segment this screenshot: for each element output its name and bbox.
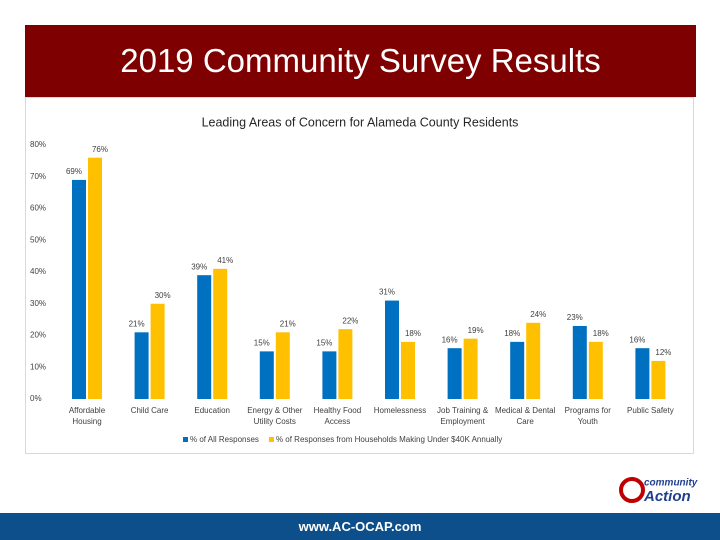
data-label: 21% (129, 319, 145, 328)
data-label: 69% (66, 167, 82, 176)
bar (322, 351, 337, 399)
logo: community Action (618, 470, 708, 510)
y-tick-label: 80% (30, 140, 46, 149)
chart-area (25, 97, 694, 454)
y-tick-label: 50% (30, 235, 46, 244)
bar (385, 300, 399, 399)
data-label: 39% (191, 262, 207, 271)
data-label: 76% (92, 145, 108, 154)
data-label: 21% (280, 319, 296, 328)
logo-swoosh (619, 477, 645, 503)
legend-label: % of All Responses (190, 435, 259, 444)
bar (651, 360, 666, 399)
footer-url: www.AC-OCAP.com (0, 513, 720, 540)
bar (72, 179, 86, 399)
logo-text: community (644, 478, 698, 489)
data-label: 15% (254, 338, 270, 347)
x-tick-label: Education (194, 406, 230, 415)
data-label: 19% (468, 326, 484, 335)
y-tick-label: 40% (30, 267, 46, 276)
bar (635, 348, 650, 399)
x-tick-label: Job Training & Employment (437, 406, 489, 426)
data-label: 41% (217, 256, 233, 265)
bar (88, 157, 102, 399)
bar (510, 341, 525, 399)
bar (150, 303, 165, 399)
bar (213, 268, 228, 399)
x-tick-label: Homelessness (373, 406, 427, 415)
y-tick-label: 10% (30, 362, 46, 371)
bar (338, 329, 353, 399)
bar (259, 351, 274, 399)
x-tick-label: Public Safety (627, 406, 674, 415)
y-tick-label: 20% (30, 331, 46, 340)
data-label: 15% (316, 338, 332, 347)
x-tick-label: Energy & Other Utility Costs (247, 406, 303, 426)
data-label: 16% (442, 335, 458, 344)
data-label: 18% (504, 329, 520, 338)
bar (197, 275, 212, 399)
bar (463, 338, 478, 399)
y-tick-label: 70% (30, 172, 46, 181)
data-label: 30% (155, 291, 171, 300)
x-tick-label: Healthy Food Access (313, 406, 362, 426)
bar (526, 322, 541, 399)
bar (572, 325, 587, 399)
data-label: 12% (655, 348, 671, 357)
data-label: 18% (405, 329, 421, 338)
data-label: 16% (629, 335, 645, 344)
legend-label: % of Responses from Households Making Un… (276, 435, 502, 444)
data-label: 22% (342, 316, 358, 325)
y-tick-label: 60% (30, 204, 46, 213)
data-label: 24% (530, 310, 546, 319)
x-tick-label: Affordable Housing (68, 406, 106, 426)
x-tick-label: Medical & Dental Care (494, 406, 556, 426)
bar (275, 332, 290, 399)
legend-swatch (183, 437, 188, 442)
bar (447, 348, 462, 399)
y-tick-label: 0% (30, 394, 42, 403)
x-tick-label: Child Care (130, 406, 169, 415)
y-tick-label: 30% (30, 299, 46, 308)
bar (401, 341, 415, 399)
x-tick-label: Programs for Youth (564, 406, 611, 426)
data-label: 31% (379, 288, 395, 297)
bar (588, 341, 603, 399)
legend-swatch (268, 437, 274, 442)
logo-graphic: community Action (619, 477, 698, 505)
bar (134, 332, 149, 399)
slide-title: 2019 Community Survey Results (25, 25, 696, 97)
data-label: 23% (567, 313, 583, 322)
logo-text: Action (643, 488, 691, 505)
data-label: 18% (593, 329, 609, 338)
chart-title: Leading Areas of Concern for Alameda Cou… (202, 115, 519, 129)
